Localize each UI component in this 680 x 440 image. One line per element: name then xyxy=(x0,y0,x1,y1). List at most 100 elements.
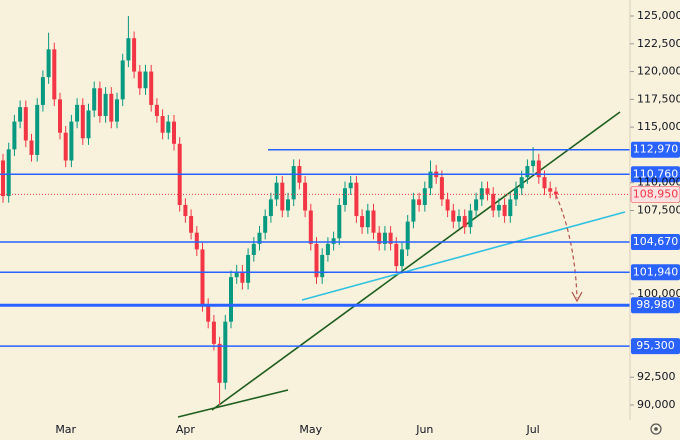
candle-body xyxy=(502,204,507,217)
candle-body xyxy=(479,188,484,200)
candle-body xyxy=(314,243,319,278)
drawings xyxy=(177,111,626,418)
candle-body xyxy=(109,93,114,122)
candle-body xyxy=(103,93,108,117)
candle-body xyxy=(6,149,11,197)
y-tick-label: 122,500 xyxy=(637,37,680,50)
candle-body xyxy=(508,199,513,217)
x-tick-label: Apr xyxy=(176,423,196,436)
candle-body xyxy=(160,116,165,133)
candle-body xyxy=(422,188,427,205)
projection-arrow xyxy=(555,194,578,299)
candle-body xyxy=(97,88,102,117)
candle-body xyxy=(525,166,530,178)
candle-body xyxy=(211,321,216,344)
candle-body xyxy=(474,199,479,211)
candle-body xyxy=(229,277,233,322)
trend-line xyxy=(177,389,289,418)
candle-body xyxy=(365,210,370,228)
candle-body xyxy=(411,199,416,222)
candle-body xyxy=(536,160,541,178)
candle-body xyxy=(257,232,262,244)
candle-body xyxy=(92,88,97,111)
candle-body xyxy=(348,182,353,189)
candle-body xyxy=(217,343,222,383)
settings-icon-dot xyxy=(654,427,658,431)
x-tick-label: Jun xyxy=(415,423,433,436)
level-label-box xyxy=(631,338,680,355)
candle-body xyxy=(183,204,188,217)
candle-body xyxy=(126,38,131,61)
candle-body xyxy=(400,249,404,267)
candle-body xyxy=(337,204,342,239)
candle-body xyxy=(143,71,148,89)
candle-body xyxy=(303,182,308,211)
levels: 112,970 110,760 104,670 101,940 98,980 95,300… xyxy=(0,141,680,355)
level-label-box xyxy=(631,233,680,250)
candle-body xyxy=(63,132,68,161)
candle-body xyxy=(519,177,524,189)
price-axis: 90,000 92,500 100,000 107,500 110,000 115,000… xyxy=(55,0,680,436)
candle-body xyxy=(388,232,393,244)
candle-body xyxy=(343,188,347,205)
candle-body xyxy=(462,216,467,228)
candle-body xyxy=(417,199,422,205)
candle-body xyxy=(172,121,176,144)
candle-body xyxy=(382,232,387,244)
candle-body xyxy=(360,216,365,228)
candle-body xyxy=(439,177,444,200)
candle-body xyxy=(200,249,205,305)
candle-body xyxy=(445,199,450,211)
candle-body xyxy=(286,199,290,211)
candle-body xyxy=(320,254,325,278)
candle-body xyxy=(308,210,313,244)
x-tick-label: Jul xyxy=(525,423,539,436)
arrow-head xyxy=(571,291,583,303)
y-tick-label: 125,000 xyxy=(637,9,680,22)
candle-body xyxy=(52,49,57,100)
level-label: 95,300 xyxy=(636,339,675,352)
candle-body xyxy=(468,210,473,228)
y-tick-label: 110,000 xyxy=(637,176,680,189)
last-price-label: 108,950 xyxy=(633,187,679,200)
candle-body xyxy=(115,99,119,122)
candle-body xyxy=(542,177,547,189)
candle-body xyxy=(69,121,74,161)
candle-body xyxy=(496,204,501,211)
candle-body xyxy=(325,243,330,255)
candle-body xyxy=(291,166,296,200)
settings-icon[interactable] xyxy=(650,423,662,435)
candle-body xyxy=(120,60,125,100)
candle-body xyxy=(251,243,256,255)
candle-body xyxy=(234,271,239,278)
candle-body xyxy=(240,271,245,283)
candle-body xyxy=(46,49,51,78)
level-label: 110,760 xyxy=(633,167,679,180)
candle-body xyxy=(1,160,5,197)
candle-body xyxy=(485,188,490,194)
y-tick-label: 117,500 xyxy=(637,92,680,105)
candle-body xyxy=(75,104,80,122)
candle-body xyxy=(18,107,23,122)
candle-body xyxy=(548,188,553,192)
level-label-box xyxy=(631,141,680,158)
candle-body xyxy=(189,216,194,233)
y-tick-label: 107,500 xyxy=(637,204,680,217)
trend-line xyxy=(301,211,626,301)
candle-body xyxy=(246,254,251,283)
x-tick-label: May xyxy=(299,423,322,436)
y-tick-label: 90,000 xyxy=(637,398,676,411)
level-label-box xyxy=(631,166,680,183)
candle-body xyxy=(23,107,28,141)
candle-body xyxy=(223,321,228,383)
candle-body xyxy=(451,210,456,222)
level-label: 98,980 xyxy=(636,298,675,311)
candle-body xyxy=(154,104,159,117)
candle-body xyxy=(206,304,211,322)
candle-body xyxy=(428,171,433,189)
y-tick-label: 115,000 xyxy=(637,120,680,133)
last-price-box xyxy=(630,186,680,203)
candle-body xyxy=(149,71,154,105)
candle-body xyxy=(12,121,17,150)
